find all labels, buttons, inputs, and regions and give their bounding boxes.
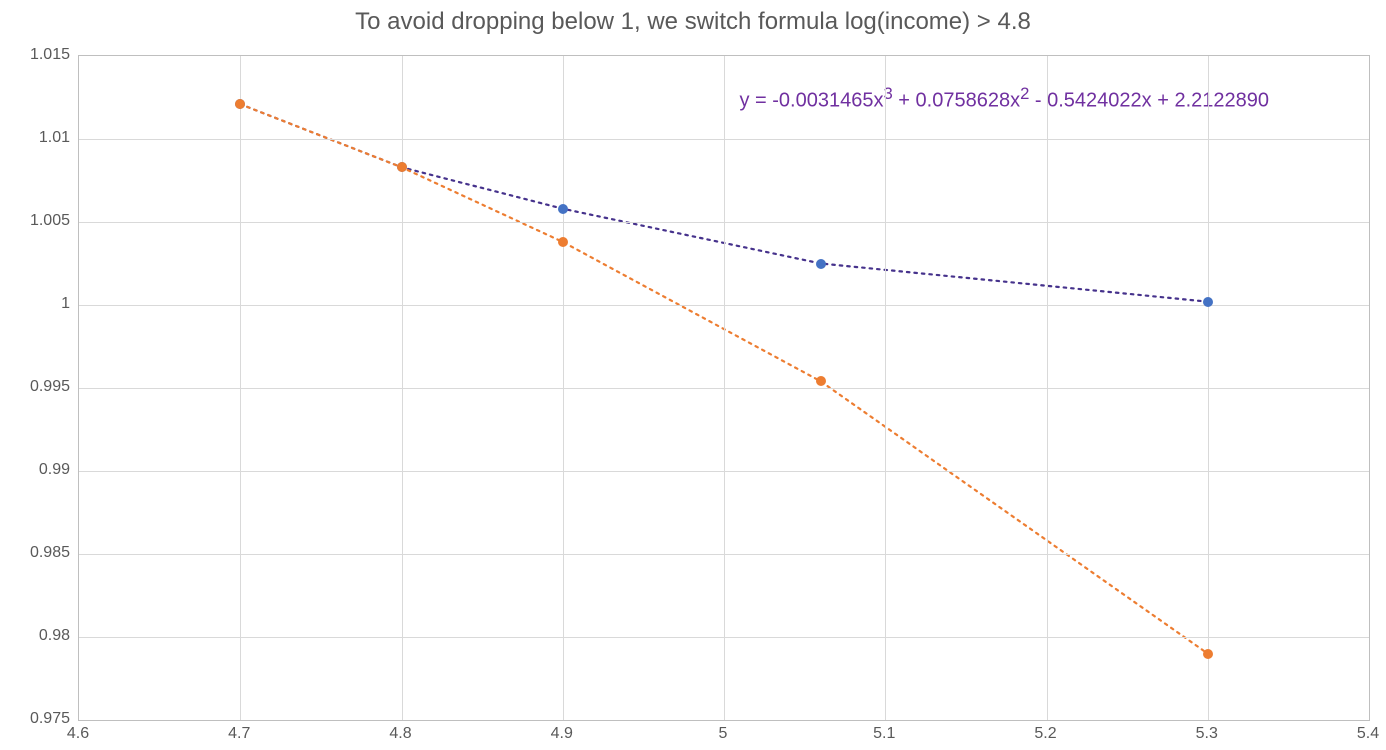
x-tick-label: 5.3 [1196,725,1218,743]
y-tick-label: 1.005 [30,212,70,230]
x-tick-label: 4.7 [228,725,250,743]
x-tick-label: 5.2 [1034,725,1056,743]
x-tick-label: 4.6 [67,725,89,743]
data-point-series-orange [397,162,407,172]
plot-area: y = -0.0031465x3 + 0.0758628x2 - 0.54240… [78,55,1370,721]
grid-line-horizontal [79,222,1369,223]
x-tick-label: 5.4 [1357,725,1379,743]
grid-line-horizontal [79,388,1369,389]
grid-line-horizontal [79,637,1369,638]
data-point-series-orange [1203,649,1213,659]
data-point-series-orange [235,99,245,109]
y-tick-label: 1.01 [39,129,70,147]
y-tick-label: 0.99 [39,461,70,479]
y-tick-label: 0.985 [30,544,70,562]
y-tick-label: 1.015 [30,46,70,64]
data-point-series-blue [558,204,568,214]
y-tick-label: 0.995 [30,378,70,396]
grid-line-horizontal [79,139,1369,140]
chart-title: To avoid dropping below 1, we switch for… [0,8,1386,36]
y-tick-label: 0.98 [39,627,70,645]
data-point-series-blue [816,259,826,269]
data-point-series-orange [558,237,568,247]
x-tick-label: 4.9 [551,725,573,743]
y-tick-label: 1 [61,295,70,313]
grid-line-horizontal [79,471,1369,472]
grid-line-horizontal [79,554,1369,555]
x-tick-label: 5 [719,725,728,743]
y-tick-label: 0.975 [30,710,70,728]
x-tick-label: 5.1 [873,725,895,743]
trendline-equation: y = -0.0031465x3 + 0.0758628x2 - 0.54240… [739,84,1269,113]
data-point-series-blue [1203,297,1213,307]
data-point-series-orange [816,376,826,386]
x-tick-label: 4.8 [389,725,411,743]
grid-line-horizontal [79,305,1369,306]
